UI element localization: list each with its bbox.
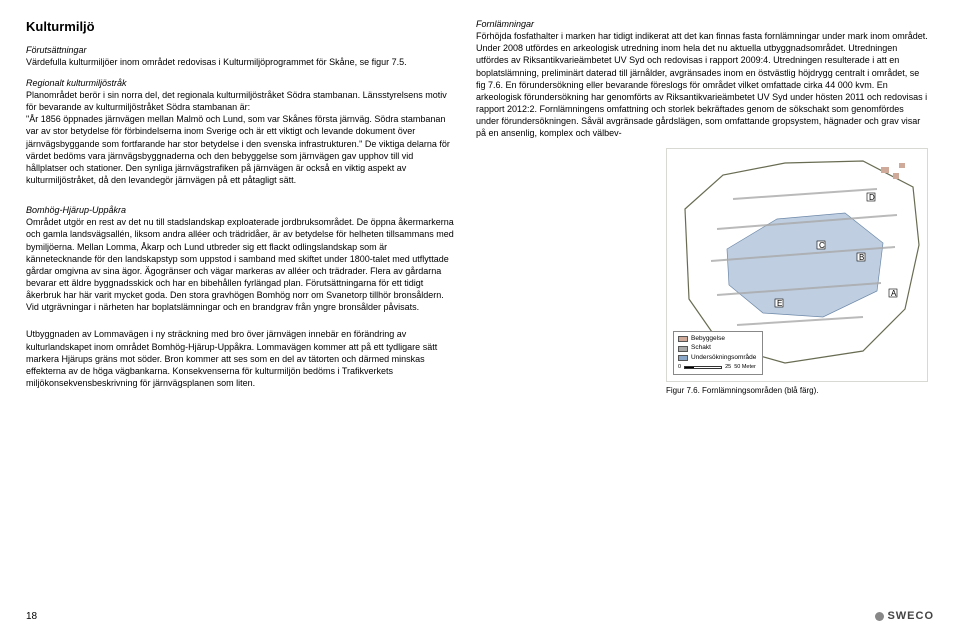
svg-text:C: C <box>819 241 825 250</box>
subhead-forutsattningar: Förutsättningar <box>26 44 454 56</box>
para-1: Värdefulla kulturmiljöer inom området re… <box>26 56 454 68</box>
figure-block: A B C D E Bebyggelse <box>476 148 928 397</box>
legend-row: Schakt <box>678 344 756 352</box>
svg-text:D: D <box>869 193 875 202</box>
bebyggelse-group <box>881 163 905 179</box>
svg-text:E: E <box>777 299 782 308</box>
subhead-fornlamningar: Fornlämningar <box>476 18 928 30</box>
legend-row: Undersökningsområde <box>678 354 756 362</box>
logo-dot-icon <box>875 612 884 621</box>
subhead-regionalt: Regionalt kulturmiljöstråk <box>26 77 454 89</box>
svg-text:B: B <box>859 253 864 262</box>
page-title: Kulturmiljö <box>26 18 454 36</box>
map-legend: Bebyggelse Schakt Undersökningsområde 0 <box>673 331 763 375</box>
legend-label: Bebyggelse <box>691 335 725 343</box>
scalebar: 0 25 50 Meter <box>678 364 756 371</box>
para-3: "År 1856 öppnades järnvägen mellan Malmö… <box>26 113 454 186</box>
sweco-logo: SWECO <box>875 609 934 624</box>
para-4: Området utgör en rest av det nu till sta… <box>26 216 454 313</box>
subhead-bomhog: Bomhög-Hjärup-Uppåkra <box>26 204 454 216</box>
logo-text: SWECO <box>887 609 934 624</box>
para-r1: Förhöjda fosfathalter i marken har tidig… <box>476 30 928 139</box>
figure-caption: Figur 7.6. Fornlämningsområden (blå färg… <box>666 386 928 397</box>
para-2: Planområdet berör i sin norra del, det r… <box>26 89 454 113</box>
legend-label: Undersökningsområde <box>691 354 756 362</box>
legend-label: Schakt <box>691 344 711 352</box>
para-lower: Utbyggnaden av Lommavägen i ny sträcknin… <box>26 328 454 389</box>
left-column: Kulturmiljö Förutsättningar Värdefulla k… <box>26 18 454 398</box>
page-number: 18 <box>26 610 37 624</box>
legend-row: Bebyggelse <box>678 335 756 343</box>
right-column: Fornlämningar Förhöjda fosfathalter i ma… <box>476 18 928 398</box>
svg-text:A: A <box>891 289 897 298</box>
investigation-area <box>727 213 883 317</box>
map-figure: A B C D E Bebyggelse <box>666 148 928 382</box>
